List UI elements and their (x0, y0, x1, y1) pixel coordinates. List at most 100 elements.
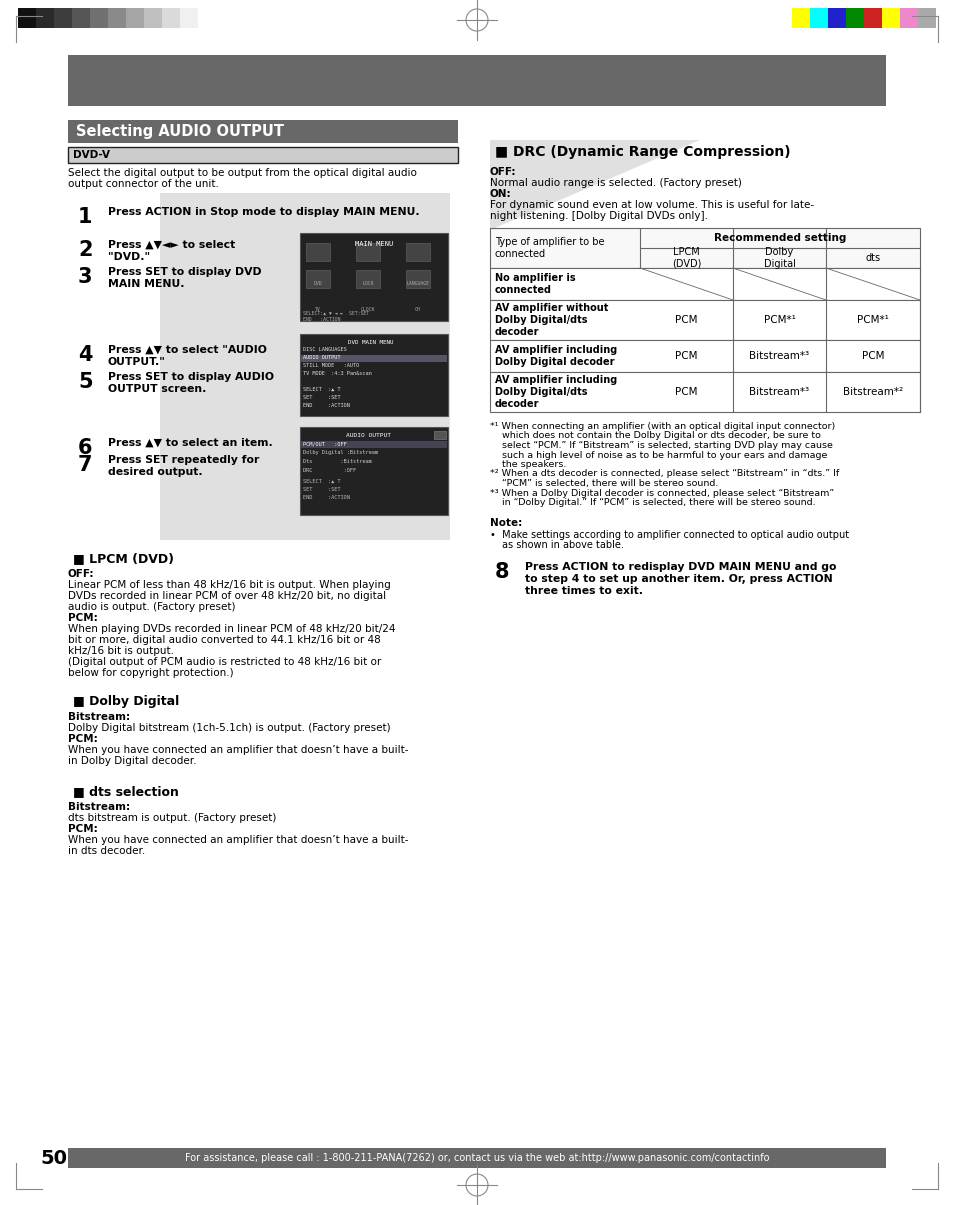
Text: Press ACTION to redisplay DVD MAIN MENU and go
to step 4 to set up another item.: Press ACTION to redisplay DVD MAIN MENU … (524, 563, 836, 595)
Text: output connector of the unit.: output connector of the unit. (68, 180, 218, 189)
Text: Normal audio range is selected. (Factory preset): Normal audio range is selected. (Factory… (490, 178, 741, 188)
Text: LANGUAGE: LANGUAGE (406, 281, 429, 286)
Text: dts: dts (864, 253, 880, 263)
Text: below for copyright protection.): below for copyright protection.) (68, 668, 233, 678)
Text: bit or more, digital audio converted to 44.1 kHz/16 bit or 48: bit or more, digital audio converted to … (68, 635, 380, 645)
Bar (355, 270, 379, 288)
Text: END     :ACTION: END :ACTION (303, 402, 350, 408)
Text: AUDIO OUTPUT: AUDIO OUTPUT (346, 433, 391, 437)
Text: Bitstream:: Bitstream: (68, 712, 130, 722)
Text: CH: CH (415, 307, 420, 312)
Text: OUTPUT.": OUTPUT." (108, 357, 166, 368)
Text: PCM:: PCM: (68, 613, 97, 623)
Text: For dynamic sound even at low volume. This is useful for late-: For dynamic sound even at low volume. Th… (490, 200, 813, 210)
Text: LOCK: LOCK (362, 281, 374, 286)
Text: MAIN MENU.: MAIN MENU. (108, 280, 184, 289)
Bar (299, 427, 448, 515)
Text: AV amplifier without
Dolby Digital/dts
decoder: AV amplifier without Dolby Digital/dts d… (495, 304, 608, 336)
Text: OFF:: OFF: (490, 167, 516, 177)
Text: TV MODE  :4:3 Pan&scan: TV MODE :4:3 Pan&scan (303, 371, 372, 376)
Bar (490, 372, 919, 412)
Text: ON:: ON: (490, 189, 511, 199)
Text: ■ Dolby Digital: ■ Dolby Digital (73, 695, 179, 709)
Text: MAIN MENU: MAIN MENU (355, 241, 393, 247)
Text: audio is output. (Factory preset): audio is output. (Factory preset) (68, 602, 235, 612)
Text: Bitstream*³: Bitstream*³ (749, 351, 809, 362)
Text: DVD-V: DVD-V (73, 149, 110, 160)
Bar (54, 8, 71, 28)
Text: DVD: DVD (314, 281, 322, 286)
Text: 50: 50 (40, 1148, 67, 1168)
Text: 7: 7 (78, 455, 92, 475)
Bar (299, 233, 448, 321)
Text: Select the digital output to be output from the optical digital audio: Select the digital output to be output f… (68, 167, 416, 178)
Text: Recommended setting: Recommended setting (713, 233, 845, 243)
Text: DVDs recorded in linear PCM of over 48 kHz/20 bit, no digital: DVDs recorded in linear PCM of over 48 k… (68, 590, 386, 601)
Text: DISC LANGUAGES: DISC LANGUAGES (303, 347, 346, 352)
Text: Bitstream:: Bitstream: (68, 803, 130, 812)
Text: When you have connected an amplifier that doesn’t have a built-: When you have connected an amplifier tha… (68, 745, 408, 756)
Text: in “Dolby Digital.” If “PCM” is selected, there will be stereo sound.: in “Dolby Digital.” If “PCM” is selected… (490, 498, 815, 507)
Text: •  Make settings according to amplifier connected to optical audio output: • Make settings according to amplifier c… (490, 530, 848, 541)
Bar (845, 8, 863, 28)
Bar (917, 8, 935, 28)
Bar (301, 441, 447, 448)
Text: PCM: PCM (675, 315, 697, 325)
Text: When you have connected an amplifier that doesn’t have a built-: When you have connected an amplifier tha… (68, 835, 408, 845)
Bar (68, 1148, 885, 1168)
Text: in dts decoder.: in dts decoder. (68, 846, 145, 856)
Text: Press ▲▼◄► to select: Press ▲▼◄► to select (108, 240, 235, 249)
Text: Dts         :Bitstream: Dts :Bitstream (303, 459, 372, 464)
Bar (827, 8, 845, 28)
Polygon shape (490, 140, 700, 230)
Text: Press ▲▼ to select "AUDIO: Press ▲▼ to select "AUDIO (108, 345, 267, 355)
Bar (490, 228, 919, 268)
Text: No amplifier is
connected: No amplifier is connected (495, 274, 575, 295)
Bar (160, 193, 450, 540)
Text: night listening. [Dolby Digital DVDs only].: night listening. [Dolby Digital DVDs onl… (490, 211, 707, 221)
Bar (306, 243, 330, 261)
Bar (126, 8, 144, 28)
Text: END   :ACTION: END :ACTION (303, 317, 340, 322)
Bar (406, 270, 430, 288)
Text: SELECT  :▲ T: SELECT :▲ T (303, 387, 340, 392)
Text: AUDIO OUTPUT: AUDIO OUTPUT (303, 355, 340, 360)
Text: END     :ACTION: END :ACTION (303, 495, 350, 500)
Bar (490, 268, 919, 300)
Text: OUTPUT screen.: OUTPUT screen. (108, 384, 206, 394)
Text: Press SET to display AUDIO: Press SET to display AUDIO (108, 372, 274, 382)
Text: Press SET to display DVD: Press SET to display DVD (108, 268, 261, 277)
Bar (882, 8, 899, 28)
Text: PCM/OUT   :OFF: PCM/OUT :OFF (303, 441, 346, 446)
Bar (809, 8, 827, 28)
Text: PCM:: PCM: (68, 824, 97, 834)
Text: Selecting AUDIO OUTPUT: Selecting AUDIO OUTPUT (76, 124, 284, 139)
Text: kHz/16 bit is output.: kHz/16 bit is output. (68, 646, 173, 656)
Bar (71, 8, 90, 28)
Bar (108, 8, 126, 28)
Text: 5: 5 (78, 372, 92, 392)
Text: "DVD.": "DVD." (108, 252, 150, 261)
Text: Dolby Digital :Bitstream: Dolby Digital :Bitstream (303, 449, 377, 455)
Text: *³ When a Dolby Digital decoder is connected, please select “Bitstream”: *³ When a Dolby Digital decoder is conne… (490, 488, 833, 498)
Text: Dolby Digital bitstream (1ch-5.1ch) is output. (Factory preset): Dolby Digital bitstream (1ch-5.1ch) is o… (68, 723, 390, 733)
Text: Press SET repeatedly for: Press SET repeatedly for (108, 455, 259, 465)
Bar (306, 270, 330, 288)
Text: ■ DRC (Dynamic Range Compression): ■ DRC (Dynamic Range Compression) (495, 145, 790, 159)
Text: the speakers.: the speakers. (490, 460, 566, 469)
Bar (162, 8, 180, 28)
Text: Type of amplifier to be
connected: Type of amplifier to be connected (495, 237, 604, 259)
Text: Linear PCM of less than 48 kHz/16 bit is output. When playing: Linear PCM of less than 48 kHz/16 bit is… (68, 580, 391, 590)
Text: PCM:: PCM: (68, 734, 97, 743)
Text: dts bitstream is output. (Factory preset): dts bitstream is output. (Factory preset… (68, 813, 276, 823)
Text: (Digital output of PCM audio is restricted to 48 kHz/16 bit or: (Digital output of PCM audio is restrict… (68, 657, 381, 668)
Text: SET     :SET: SET :SET (303, 487, 340, 492)
Bar (36, 8, 54, 28)
Text: in Dolby Digital decoder.: in Dolby Digital decoder. (68, 756, 196, 766)
Bar (180, 8, 198, 28)
Text: Note:: Note: (490, 517, 521, 528)
Bar (490, 300, 919, 340)
Text: Press ▲▼ to select an item.: Press ▲▼ to select an item. (108, 437, 273, 448)
Text: SELECT:▲ ▼ ◄ ►  SET:SET: SELECT:▲ ▼ ◄ ► SET:SET (303, 311, 369, 316)
Text: PCM: PCM (861, 351, 883, 362)
